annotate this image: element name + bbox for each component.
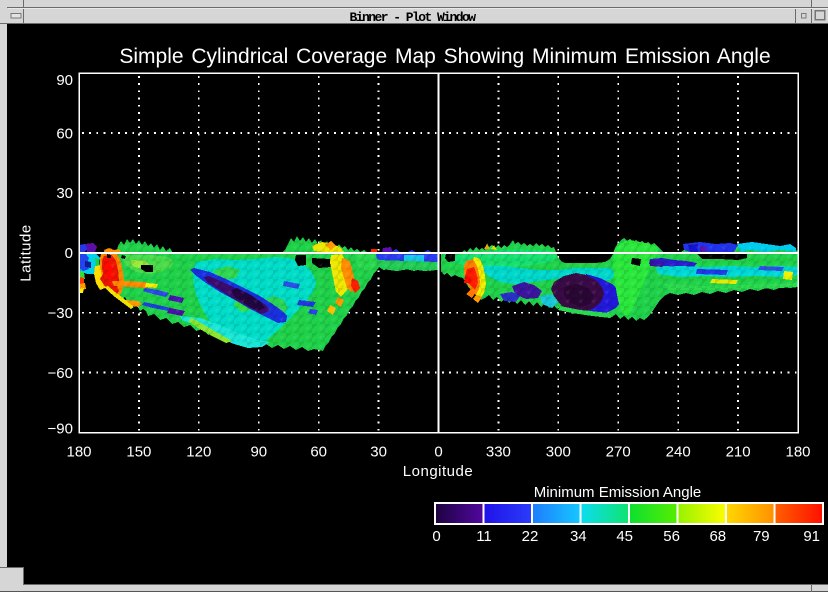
svg-text:180: 180 <box>66 444 91 461</box>
svg-text:120: 120 <box>186 444 211 461</box>
svg-text:−60: −60 <box>48 365 73 382</box>
svg-text:270: 270 <box>606 444 631 461</box>
svg-text:22: 22 <box>522 528 539 545</box>
svg-text:Simple Cylindrical Coverage Ma: Simple Cylindrical Coverage Map Showing … <box>119 45 770 68</box>
svg-text:30: 30 <box>56 185 73 202</box>
svg-text:90: 90 <box>250 444 267 461</box>
svg-text:45: 45 <box>616 528 633 545</box>
svg-text:0: 0 <box>434 444 442 461</box>
svg-text:11: 11 <box>476 528 492 545</box>
svg-text:30: 30 <box>370 444 387 461</box>
svg-text:0: 0 <box>432 528 440 545</box>
svg-text:300: 300 <box>546 444 571 461</box>
svg-text:68: 68 <box>709 528 726 545</box>
svg-text:34: 34 <box>570 528 587 545</box>
svg-text:Minimum Emission Angle: Minimum Emission Angle <box>534 484 702 501</box>
svg-text:60: 60 <box>310 444 327 461</box>
svg-text:Binner - Plot Window: Binner - Plot Window <box>349 10 476 25</box>
svg-text:56: 56 <box>663 528 680 545</box>
svg-text:90: 90 <box>56 72 73 89</box>
svg-text:−30: −30 <box>48 305 73 322</box>
svg-text:91: 91 <box>803 528 820 545</box>
svg-text:330: 330 <box>486 444 511 461</box>
svg-text:210: 210 <box>726 444 751 461</box>
svg-text:79: 79 <box>753 528 770 545</box>
svg-text:−90: −90 <box>48 421 73 438</box>
svg-text:Latitude: Latitude <box>18 224 35 281</box>
svg-text:240: 240 <box>666 444 691 461</box>
svg-text:60: 60 <box>56 126 73 143</box>
svg-text:0: 0 <box>65 245 73 262</box>
svg-text:Longitude: Longitude <box>403 463 473 480</box>
svg-text:180: 180 <box>785 444 810 461</box>
svg-text:150: 150 <box>126 444 151 461</box>
